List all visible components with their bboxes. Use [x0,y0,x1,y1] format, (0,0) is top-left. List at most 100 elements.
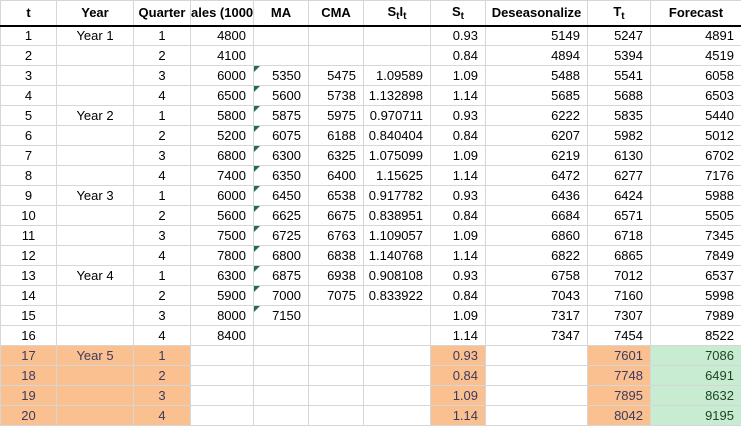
cell-st[interactable]: 1.14 [430,325,486,346]
cell-stit[interactable] [363,305,431,326]
cell-ma[interactable] [253,325,309,346]
cell-sales[interactable] [190,365,254,386]
col-header-cma[interactable]: CMA [308,0,364,27]
cell-year[interactable]: Year 1 [56,25,134,46]
cell-stit[interactable]: 1.075099 [363,145,431,166]
cell-year[interactable]: Year 4 [56,265,134,286]
cell-quarter[interactable]: 3 [133,225,191,246]
cell-tt[interactable]: 5394 [587,45,651,66]
cell-st[interactable]: 1.14 [430,405,486,426]
cell-t[interactable]: 5 [0,105,57,126]
cell-forecast[interactable]: 7849 [650,245,741,266]
cell-st[interactable]: 0.84 [430,205,486,226]
cell-sales[interactable]: 5800 [190,105,254,126]
col-header-ma[interactable]: MA [253,0,309,27]
cell-sales[interactable]: 8400 [190,325,254,346]
cell-deseason[interactable]: 6472 [485,165,588,186]
cell-cma[interactable]: 6325 [308,145,364,166]
col-header-st[interactable]: St [430,0,486,27]
cell-t[interactable]: 18 [0,365,57,386]
cell-stit[interactable]: 0.833922 [363,285,431,306]
cell-quarter[interactable]: 4 [133,165,191,186]
cell-t[interactable]: 20 [0,405,57,426]
col-header-forecast[interactable]: Forecast [650,0,741,27]
cell-t[interactable]: 15 [0,305,57,326]
cell-t[interactable]: 11 [0,225,57,246]
cell-stit[interactable] [363,365,431,386]
cell-stit[interactable] [363,345,431,366]
cell-tt[interactable]: 5541 [587,65,651,86]
cell-quarter[interactable]: 2 [133,125,191,146]
cell-t[interactable]: 14 [0,285,57,306]
cell-t[interactable]: 1 [0,25,57,46]
cell-forecast[interactable]: 7345 [650,225,741,246]
cell-stit[interactable] [363,325,431,346]
cell-ma[interactable] [253,365,309,386]
cell-tt[interactable]: 7748 [587,365,651,386]
cell-forecast[interactable]: 6537 [650,265,741,286]
cell-forecast[interactable]: 5012 [650,125,741,146]
cell-stit[interactable]: 1.09589 [363,65,431,86]
cell-stit[interactable]: 0.917782 [363,185,431,206]
cell-ma[interactable]: 7150 [253,305,309,326]
cell-st[interactable]: 0.93 [430,185,486,206]
cell-quarter[interactable]: 2 [133,285,191,306]
cell-ma[interactable]: 5600 [253,85,309,106]
cell-ma[interactable]: 5875 [253,105,309,126]
cell-deseason[interactable] [485,385,588,406]
cell-deseason[interactable]: 6860 [485,225,588,246]
cell-cma[interactable]: 6838 [308,245,364,266]
cell-ma[interactable]: 6875 [253,265,309,286]
cell-ma[interactable]: 6300 [253,145,309,166]
col-header-deseasonalize[interactable]: Deseasonalize [485,0,588,27]
cell-deseason[interactable]: 4894 [485,45,588,66]
cell-year[interactable] [56,305,134,326]
cell-forecast[interactable]: 5988 [650,185,741,206]
cell-ma[interactable] [253,405,309,426]
cell-ma[interactable]: 6725 [253,225,309,246]
cell-st[interactable]: 1.09 [430,145,486,166]
cell-year[interactable]: Year 2 [56,105,134,126]
cell-stit[interactable]: 1.132898 [363,85,431,106]
cell-deseason[interactable]: 6758 [485,265,588,286]
cell-year[interactable] [56,365,134,386]
cell-ma[interactable] [253,25,309,46]
cell-year[interactable] [56,385,134,406]
cell-tt[interactable]: 7307 [587,305,651,326]
cell-forecast[interactable]: 5440 [650,105,741,126]
cell-cma[interactable]: 5475 [308,65,364,86]
cell-t[interactable]: 3 [0,65,57,86]
cell-cma[interactable]: 6400 [308,165,364,186]
cell-sales[interactable]: 5900 [190,285,254,306]
cell-quarter[interactable]: 2 [133,45,191,66]
cell-stit[interactable]: 0.838951 [363,205,431,226]
cell-tt[interactable]: 7012 [587,265,651,286]
col-header-sales[interactable]: ales (1000s [190,0,254,27]
cell-st[interactable]: 0.93 [430,345,486,366]
cell-st[interactable]: 1.09 [430,65,486,86]
cell-cma[interactable] [308,45,364,66]
cell-cma[interactable]: 6675 [308,205,364,226]
cell-tt[interactable]: 6130 [587,145,651,166]
cell-quarter[interactable]: 4 [133,325,191,346]
cell-forecast[interactable]: 9195 [650,405,741,426]
cell-tt[interactable]: 6571 [587,205,651,226]
cell-ma[interactable]: 6800 [253,245,309,266]
cell-year[interactable] [56,225,134,246]
cell-sales[interactable]: 7500 [190,225,254,246]
cell-sales[interactable]: 7400 [190,165,254,186]
cell-year[interactable] [56,205,134,226]
cell-t[interactable]: 10 [0,205,57,226]
cell-tt[interactable]: 6865 [587,245,651,266]
cell-sales[interactable] [190,405,254,426]
cell-ma[interactable]: 7000 [253,285,309,306]
cell-forecast[interactable]: 8522 [650,325,741,346]
cell-t[interactable]: 13 [0,265,57,286]
cell-tt[interactable]: 7160 [587,285,651,306]
cell-forecast[interactable]: 6702 [650,145,741,166]
col-header-quarter[interactable]: Quarter [133,0,191,27]
cell-quarter[interactable]: 4 [133,85,191,106]
cell-quarter[interactable]: 1 [133,345,191,366]
cell-cma[interactable] [308,365,364,386]
cell-quarter[interactable]: 3 [133,385,191,406]
